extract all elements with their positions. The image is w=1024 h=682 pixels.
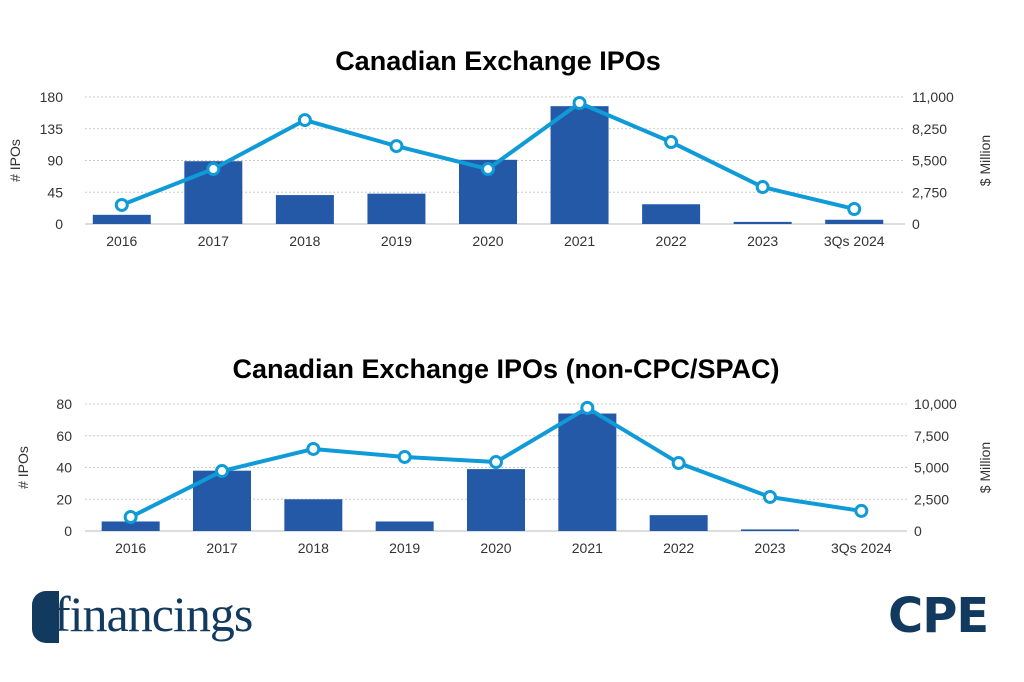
line-point-3Qs-2024 bbox=[847, 201, 862, 216]
line-point-2018 bbox=[306, 441, 321, 456]
x-tick-label: 2017 bbox=[198, 233, 229, 249]
y2-tick-label: 0 bbox=[912, 216, 920, 232]
y2-tick-label: 5,000 bbox=[914, 460, 949, 476]
x-tick-label: 3Qs 2024 bbox=[831, 540, 892, 556]
x-tick-label: 2022 bbox=[656, 233, 687, 249]
x-tick-label: 2022 bbox=[663, 540, 694, 556]
y-tick-label: 0 bbox=[64, 523, 72, 539]
line-point-2023 bbox=[763, 489, 777, 504]
y-axis-label: # IPOs bbox=[7, 139, 23, 182]
y2-tick-label: 2,750 bbox=[912, 184, 947, 200]
bar-2022 bbox=[649, 515, 708, 531]
bar-2020 bbox=[467, 469, 525, 531]
logo-box bbox=[32, 591, 59, 643]
bar-2021 bbox=[550, 106, 609, 224]
y2-tick-label: 8,250 bbox=[912, 121, 947, 137]
x-tick-label: 2021 bbox=[572, 540, 603, 556]
y-tick-label: 20 bbox=[56, 491, 72, 507]
y2-tick-label: 7,500 bbox=[914, 428, 949, 444]
line-point-2016 bbox=[114, 197, 129, 212]
bar-2022 bbox=[642, 204, 701, 224]
x-tick-label: 2017 bbox=[206, 540, 237, 556]
y2-tick-label: 10,000 bbox=[914, 396, 957, 412]
y2-tick-label: 11,000 bbox=[912, 89, 954, 105]
y2-axis-label: $ Million bbox=[977, 442, 993, 493]
bar-2016 bbox=[92, 214, 151, 224]
x-tick-label: 2020 bbox=[480, 540, 511, 556]
y-tick-label: 135 bbox=[40, 121, 64, 137]
x-tick-label: 2018 bbox=[298, 540, 329, 556]
bar-2016 bbox=[101, 521, 160, 531]
bar-2019 bbox=[375, 521, 434, 531]
bar-3Qs-2024 bbox=[825, 219, 884, 224]
y-tick-label: 90 bbox=[47, 153, 63, 169]
logo-text: financings bbox=[54, 586, 253, 642]
y-tick-label: 60 bbox=[56, 428, 72, 444]
line-point-2019 bbox=[397, 449, 412, 464]
bar-2018 bbox=[275, 195, 334, 224]
y2-axis-label: $ Million bbox=[977, 135, 993, 186]
y2-tick-label: 0 bbox=[914, 523, 922, 539]
x-tick-label: 2023 bbox=[747, 233, 778, 249]
line-point-2022 bbox=[664, 135, 679, 150]
line-point-2023 bbox=[755, 180, 770, 195]
line-point-2022 bbox=[671, 456, 686, 471]
line-point-2020 bbox=[481, 162, 495, 177]
x-tick-label: 2016 bbox=[115, 540, 146, 556]
cpe-logo: CPE bbox=[888, 588, 989, 644]
x-tick-label: 2019 bbox=[389, 540, 420, 556]
line-point-2019 bbox=[389, 139, 404, 154]
bar-2021 bbox=[558, 413, 617, 531]
line-point-2017 bbox=[215, 464, 229, 479]
line-point-2020 bbox=[489, 455, 503, 470]
bar-2023 bbox=[733, 221, 792, 224]
y2-tick-label: 5,500 bbox=[912, 153, 947, 169]
x-tick-label: 2023 bbox=[754, 540, 785, 556]
line-point-2017 bbox=[206, 162, 221, 177]
y-tick-label: 0 bbox=[55, 216, 63, 232]
x-tick-label: 2020 bbox=[472, 233, 503, 249]
line-point-2018 bbox=[297, 113, 312, 128]
line-point-2021 bbox=[572, 96, 587, 111]
bar-2018 bbox=[284, 499, 343, 531]
line-point-2016 bbox=[123, 510, 138, 525]
y-tick-label: 180 bbox=[40, 89, 64, 105]
chart-0: Canadian Exchange IPOs 0 0 45 2,750 90 5,500 13… bbox=[7, 46, 993, 249]
y-tick-label: 40 bbox=[56, 460, 72, 476]
x-tick-label: 2016 bbox=[106, 233, 137, 249]
line-point-3Qs-2024 bbox=[854, 503, 869, 518]
x-tick-label: 3Qs 2024 bbox=[824, 233, 885, 249]
x-tick-label: 2018 bbox=[289, 233, 320, 249]
y2-tick-label: 2,500 bbox=[914, 491, 949, 507]
y-axis-label: # IPOs bbox=[15, 446, 31, 489]
x-tick-label: 2021 bbox=[564, 233, 595, 249]
chart-title: Canadian Exchange IPOs bbox=[335, 46, 661, 76]
bar-2023 bbox=[741, 529, 799, 531]
x-tick-label: 2019 bbox=[381, 233, 412, 249]
y-tick-label: 80 bbox=[56, 396, 72, 412]
bar-2019 bbox=[367, 193, 426, 224]
chart-title: Canadian Exchange IPOs (non-CPC/SPAC) bbox=[232, 354, 779, 384]
y-tick-label: 45 bbox=[47, 184, 63, 200]
line-point-2021 bbox=[580, 400, 595, 415]
chart-1: Canadian Exchange IPOs (non-CPC/SPAC) 0 0 2… bbox=[15, 354, 993, 556]
